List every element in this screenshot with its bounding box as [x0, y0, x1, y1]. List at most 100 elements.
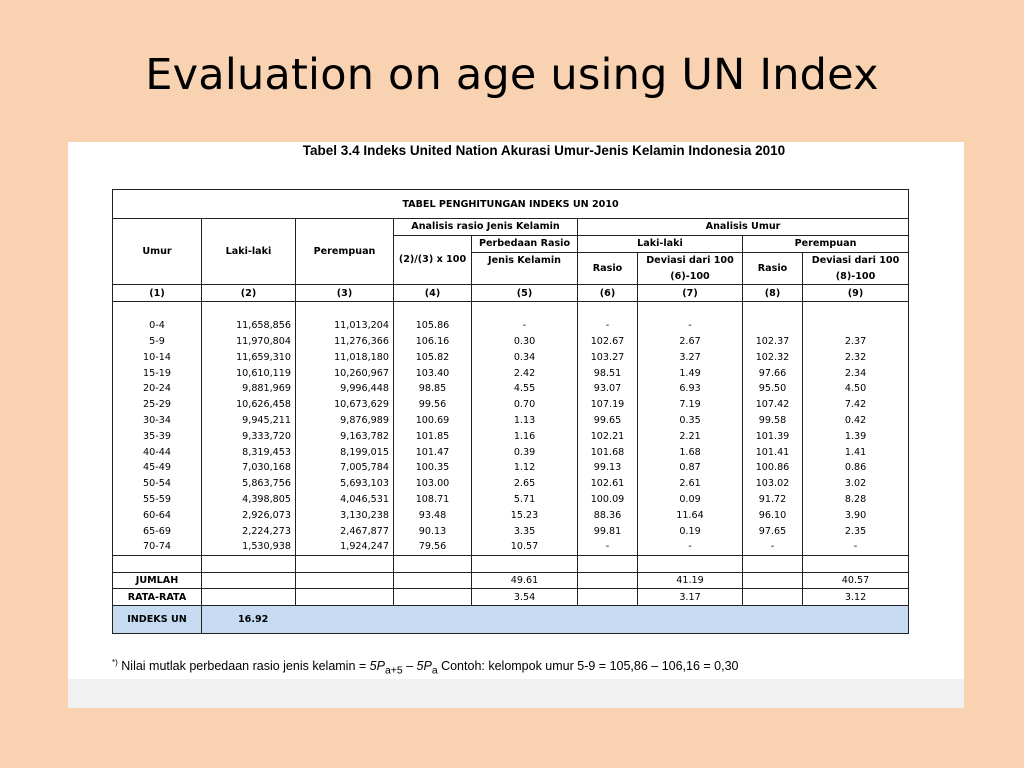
table-cell: 101.85: [393, 428, 472, 445]
table-cell: 100.09: [577, 491, 638, 508]
rata-rata-col9: 3.12: [801, 588, 910, 607]
table-cell: 4,046,531: [295, 491, 394, 508]
table-cell: 1.49: [637, 365, 743, 381]
table-cell: 11,658,856: [201, 317, 296, 334]
col-number: (6): [577, 284, 638, 302]
table-cell: 5-9: [112, 333, 202, 350]
jumlah-col9: 40.57: [801, 571, 910, 589]
table-cell: 1,530,938: [201, 538, 296, 556]
header-laki-group: Laki-laki: [577, 234, 743, 253]
header-row-1: Umur Laki-laki Perempuan Analisis rasio …: [112, 217, 910, 286]
table-cell: 107.19: [577, 396, 638, 413]
rata-rata-label: RATA-RATA: [112, 588, 202, 607]
rata-rata-col5: 3.54: [471, 588, 578, 607]
header-perempuan-group: Perempuan: [741, 234, 910, 253]
table-cell: 105.86: [393, 317, 472, 334]
table-cell: 101.68: [577, 444, 638, 460]
table-cell: 96.10: [742, 507, 803, 524]
table-cell: 108.71: [393, 491, 472, 508]
table-cell: 5,863,756: [201, 475, 296, 492]
table-cell: 98.51: [577, 365, 638, 381]
table-cell: 103.02: [742, 475, 803, 492]
indeks-un-value: 16.92: [200, 605, 910, 635]
table-cell: 40-44: [112, 444, 202, 460]
footnote: *) Nilai mutlak perbedaan rasio jenis ke…: [112, 658, 932, 677]
table-row: 60-64 2,926,073 3,130,238 93.48 15.23 88.36 11…: [112, 507, 910, 524]
table-cell: 105.82: [393, 349, 472, 366]
table-cell: 0.09: [637, 491, 743, 508]
col-number: (4): [393, 284, 472, 302]
table-cell: 3.27: [637, 349, 743, 366]
table-cell: 0.39: [471, 444, 578, 460]
table-cell: 2,467,877: [295, 523, 394, 539]
table-cell: 6.93: [637, 380, 743, 397]
table-cell: 2.37: [801, 333, 910, 350]
table-cell: 93.07: [577, 380, 638, 397]
header-rasio-p: Rasio: [742, 251, 803, 286]
table-cell: 88.36: [577, 507, 638, 524]
table-row: 40-44 8,319,453 8,199,015 101.47 0.39 101.68 1…: [112, 444, 910, 460]
table-cell: 10.57: [471, 538, 578, 556]
col-number: (7): [637, 284, 743, 302]
table-cell: 60-64: [112, 507, 202, 524]
table-cell: 10,610,119: [201, 365, 296, 381]
table-cell: 97.65: [742, 523, 803, 539]
formula-term-b-subscript: a: [431, 665, 438, 677]
table-cell: 65-69: [112, 523, 202, 539]
rata-rata-row: RATA-RATA 3.54 3.17 3.12: [112, 588, 910, 607]
table-cell: 5,693,103: [295, 475, 394, 492]
table-cell: 3.02: [801, 475, 910, 492]
table-cell: 2.21: [637, 428, 743, 445]
table-cell: 0.30: [471, 333, 578, 350]
table-cell: 93.48: [393, 507, 472, 524]
table-row: 25-29 10,626,458 10,673,629 99.56 0.70 107.19…: [112, 396, 910, 413]
column-number-row: (1) (2) (3) (4) (5) (6) (7) (8) (9): [112, 284, 910, 302]
table-cell: 20-24: [112, 380, 202, 397]
table-row: 10-14 11,659,310 11,018,180 105.82 0.34 103.2…: [112, 349, 910, 366]
table-cell: 1.39: [801, 428, 910, 445]
header-rasio-formula: (2)/(3) x 100: [393, 234, 472, 286]
table-cell: 2.67: [637, 333, 743, 350]
table-cell: 9,333,720: [201, 428, 296, 445]
table-cell: 4.50: [801, 380, 910, 397]
footnote-marker: *): [112, 658, 118, 667]
table-cell: -: [801, 538, 910, 556]
banner-row: TABEL PENGHITUNGAN INDEKS UN 2010: [111, 189, 910, 219]
table-cell: 15.23: [471, 507, 578, 524]
jumlah-label: JUMLAH: [112, 571, 202, 589]
header-row-3: Jenis Kelamin Rasio Deviasi dari 100 Ras…: [113, 251, 910, 286]
table-cell: -: [637, 317, 743, 334]
header-row-2: (2)/(3) x 100 Perbedaan Rasio Laki-laki …: [113, 234, 910, 286]
table-cell: 4,398,805: [201, 491, 296, 508]
table-cell: 103.40: [393, 365, 472, 381]
table-cell: 0.34: [471, 349, 578, 366]
table-cell: 107.42: [742, 396, 803, 413]
table-cell: -: [577, 538, 638, 556]
table-cell: 99.13: [577, 459, 638, 476]
un-index-table: TABEL PENGHITUNGAN INDEKS UN 2010 Umur L…: [111, 189, 910, 635]
table-cell: 99.58: [742, 412, 803, 429]
table-row: 65-69 2,224,273 2,467,877 90.13 3.35 99.81 0.1…: [112, 523, 910, 539]
table-cell: 2.61: [637, 475, 743, 492]
formula-term-a: 5P: [369, 659, 385, 674]
table-cell: 3.90: [801, 507, 910, 524]
table-cell: 7,005,784: [295, 459, 394, 476]
table-cell: 7.42: [801, 396, 910, 413]
header-rasio-l: Rasio: [577, 251, 638, 286]
table-cell: 70-74: [112, 538, 202, 556]
table-cell: -: [637, 538, 743, 556]
table-cell: 98.85: [393, 380, 472, 397]
table-cell: 103.27: [577, 349, 638, 366]
table-cell: 1.12: [471, 459, 578, 476]
jumlah-row: JUMLAH 49.61 41.19 40.57: [112, 571, 910, 589]
table-image-panel: Tabel 3.4 Indeks United Nation Akurasi U…: [68, 142, 964, 708]
table-cell: 9,881,969: [201, 380, 296, 397]
col-number: (1): [112, 284, 202, 302]
table-cell: 0.87: [637, 459, 743, 476]
table-cell: 45-49: [112, 459, 202, 476]
table-caption: Tabel 3.4 Indeks United Nation Akurasi U…: [302, 143, 786, 158]
table-cell: 9,163,782: [295, 428, 394, 445]
table-cell: 8,199,015: [295, 444, 394, 460]
table-cell: 101.41: [742, 444, 803, 460]
table-body: 0-4 11,658,856 11,013,204 105.86- - -5-9 11,97…: [112, 300, 910, 556]
